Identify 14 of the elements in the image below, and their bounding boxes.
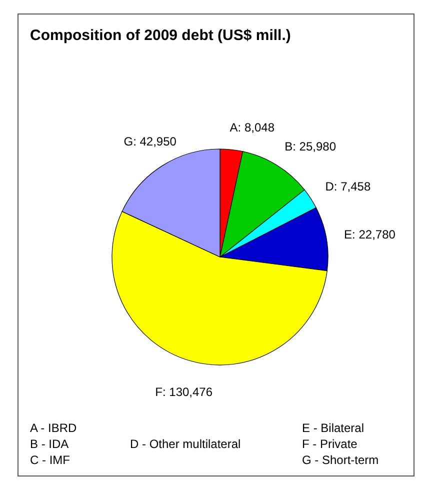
- slice-label: D: 7,458: [325, 180, 371, 194]
- text: A - IBRD: [30, 421, 78, 435]
- text: E - Bilateral: [302, 421, 364, 435]
- text: B - IDA: [30, 437, 69, 451]
- text: F - Private: [302, 437, 358, 451]
- slice-label: E: 22,780: [344, 228, 396, 242]
- chart-title: Composition of 2009 debt (US$ mill.): [30, 27, 291, 44]
- text: D - Other multilateral: [130, 437, 241, 451]
- slice-label: B: 25,980: [284, 140, 336, 154]
- slice-label: G: 42,950: [124, 134, 177, 148]
- slice-label: F: 130,476: [155, 384, 213, 399]
- text: G - Short-term: [302, 453, 379, 467]
- slice-label: A: 8,048: [230, 120, 275, 135]
- text: C - IMF: [30, 453, 70, 467]
